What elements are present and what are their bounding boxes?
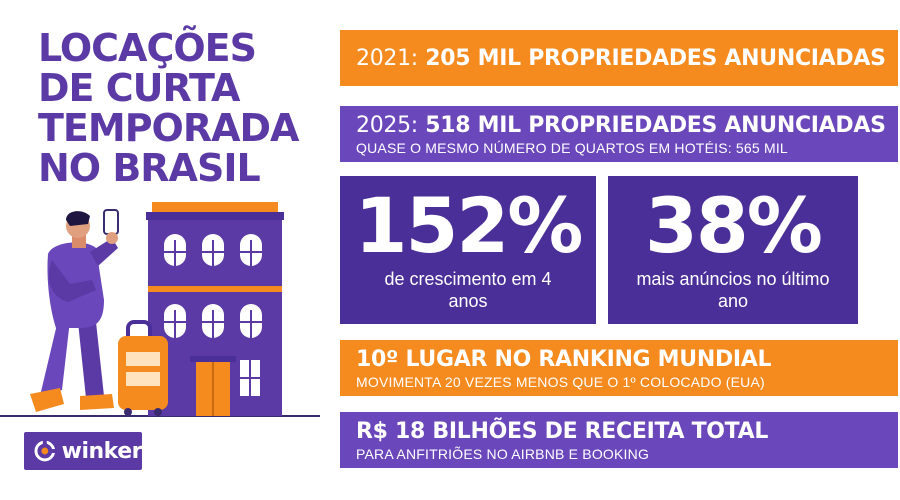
banner-ranking-sub: MOVIMENTA 20 VEZES MENOS QUE O 1º COLOCA… [356,373,765,390]
banner-revenue: R$ 18 BILHÕES DE RECEITA TOTAL PARA ANFI… [340,412,898,468]
banner-2021: 2021: 205 MIL PROPRIEDADES ANUNCIADAS [340,30,898,86]
stat-growth-value: 152% [354,181,584,270]
title-line-1: LOCAÇÕES [38,26,257,70]
banner-2021-year: 2021: [356,45,418,71]
banner-2025-year: 2025: [356,112,418,138]
suitcase-icon [118,320,168,416]
title-line-4: NO BRASIL [38,146,261,190]
title-line-2: DE CURTA [38,66,240,110]
winker-logo-text: winker [61,438,143,464]
winker-logo-icon [34,440,56,462]
stat-listings-value: 38% [645,181,823,270]
page-title: LOCAÇÕES DE CURTA TEMPORADA NO BRASIL [38,28,318,188]
banner-2025-sub: QUASE O MESMO NÚMERO DE QUARTOS EM HOTÉI… [356,139,788,156]
title-line-3: TEMPORADA [38,106,299,150]
banner-ranking: 10º LUGAR NO RANKING MUNDIAL MOVIMENTA 2… [340,340,898,396]
banner-revenue-sub: PARA ANFITRIÕES NO AIRBNB E BOOKING [356,445,650,462]
banner-2021-text: 205 MIL PROPRIEDADES ANUNCIADAS [425,45,886,71]
stat-growth-label: de crescimento em 4 anos [384,269,552,311]
banner-revenue-text: R$ 18 BILHÕES DE RECEITA TOTAL [356,418,769,444]
traveler-building-illustration [0,202,320,417]
banner-2025: 2025: 518 MIL PROPRIEDADES ANUNCIADAS QU… [340,106,898,162]
stat-growth-card: 152% de crescimento em 4 anos [340,176,596,324]
stat-listings-card: 38% mais anúncios no último ano [608,176,858,324]
person-with-phone-icon [30,209,119,412]
banner-ranking-text: 10º LUGAR NO RANKING MUNDIAL [356,346,772,372]
winker-logo: winker [24,432,143,470]
banner-2025-text: 518 MIL PROPRIEDADES ANUNCIADAS [425,112,886,138]
stat-listings-label: mais anúncios no último ano [636,269,830,311]
building-icon [146,202,284,416]
